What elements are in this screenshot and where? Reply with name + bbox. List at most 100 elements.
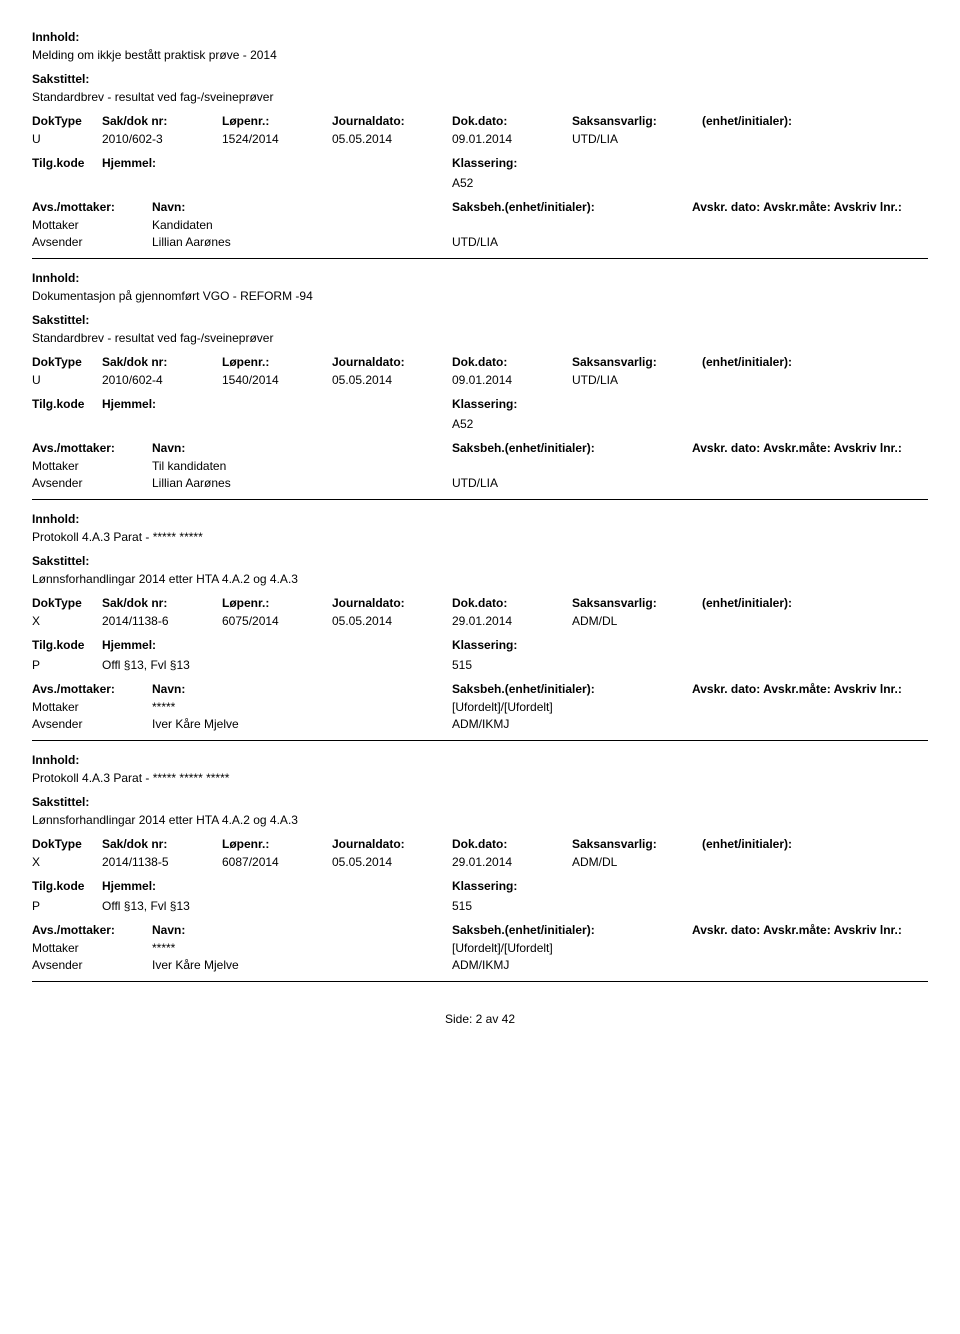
party-header-row: Avs./mottaker: Navn: Saksbeh.(enhet/init… <box>32 200 928 214</box>
enhet-value <box>702 373 928 387</box>
lopenr-value: 6087/2014 <box>222 855 332 869</box>
saksbeh-header: Saksbeh.(enhet/initialer): <box>452 441 692 455</box>
saksansvarlig-value: ADM/DL <box>572 614 702 628</box>
innhold-value: Melding om ikkje bestått praktisk prøve … <box>32 48 928 62</box>
journaldato-value: 05.05.2014 <box>332 132 452 146</box>
innhold-value: Dokumentasjon på gjennomført VGO - REFOR… <box>32 289 928 303</box>
mottaker-name: ***** <box>152 700 452 714</box>
hjemmel-header: Hjemmel: <box>102 156 452 170</box>
avskr-header: Avskr. dato: Avskr.måte: Avskriv lnr.: <box>692 200 928 214</box>
enhet-value <box>702 614 928 628</box>
mottaker-role: Mottaker <box>32 459 152 473</box>
dokdato-header: Dok.dato: <box>452 355 572 369</box>
innhold-value: Protokoll 4.A.3 Parat - ***** ***** ****… <box>32 771 928 785</box>
avsender-saksb: UTD/LIA <box>452 476 692 490</box>
avsender-saksb: ADM/IKMJ <box>452 958 692 972</box>
sakdok-header: Sak/dok nr: <box>102 596 222 610</box>
klassering-value: 515 <box>452 658 928 672</box>
sakdok-header: Sak/dok nr: <box>102 837 222 851</box>
mottaker-row: Mottaker Kandidaten <box>32 218 928 232</box>
journal-entry: Innhold: Protokoll 4.A.3 Parat - ***** *… <box>32 500 928 741</box>
doktype-value: X <box>32 614 102 628</box>
mottaker-role: Mottaker <box>32 941 152 955</box>
tilg-value-row: A52 <box>32 417 928 431</box>
journal-entry: Innhold: Melding om ikkje bestått prakti… <box>32 18 928 259</box>
avsender-role: Avsender <box>32 476 152 490</box>
journaldato-value: 05.05.2014 <box>332 614 452 628</box>
avsender-role: Avsender <box>32 235 152 249</box>
tilgkode-header: Tilg.kode <box>32 879 102 893</box>
sakdok-value: 2010/602-4 <box>102 373 222 387</box>
mottaker-saksb <box>452 218 692 232</box>
avsender-saksb: UTD/LIA <box>452 235 692 249</box>
navn-header: Navn: <box>152 200 452 214</box>
avsender-role: Avsender <box>32 717 152 731</box>
tilg-header-row: Tilg.kode Hjemmel: Klassering: <box>32 879 928 893</box>
journaldato-value: 05.05.2014 <box>332 373 452 387</box>
doktype-value: X <box>32 855 102 869</box>
enhet-header: (enhet/initialer): <box>702 114 928 128</box>
mottaker-row: Mottaker Til kandidaten <box>32 459 928 473</box>
mottaker-name: ***** <box>152 941 452 955</box>
avsender-row: Avsender Iver Kåre Mjelve ADM/IKMJ <box>32 958 928 972</box>
hjemmel-value: Offl §13, Fvl §13 <box>102 658 452 672</box>
mottaker-saksb: [Ufordelt]/[Ufordelt] <box>452 700 692 714</box>
lopenr-value: 1540/2014 <box>222 373 332 387</box>
hjemmel-value: Offl §13, Fvl §13 <box>102 899 452 913</box>
sakstittel-label: Sakstittel: <box>32 554 928 568</box>
klassering-header: Klassering: <box>452 879 928 893</box>
avsender-name: Lillian Aarønes <box>152 235 452 249</box>
saksansvarlig-header: Saksansvarlig: <box>572 596 702 610</box>
hjemmel-header: Hjemmel: <box>102 638 452 652</box>
avsmottaker-header: Avs./mottaker: <box>32 923 152 937</box>
tilg-header-row: Tilg.kode Hjemmel: Klassering: <box>32 397 928 411</box>
doc-value-row: X 2014/1138-5 6087/2014 05.05.2014 29.01… <box>32 855 928 869</box>
mottaker-name: Kandidaten <box>152 218 452 232</box>
sakdok-value: 2014/1138-6 <box>102 614 222 628</box>
doc-header-row: DokType Sak/dok nr: Løpenr.: Journaldato… <box>32 355 928 369</box>
lopenr-header: Løpenr.: <box>222 837 332 851</box>
hjemmel-value <box>102 417 452 431</box>
avsmottaker-header: Avs./mottaker: <box>32 682 152 696</box>
mottaker-row: Mottaker ***** [Ufordelt]/[Ufordelt] <box>32 700 928 714</box>
avsender-name: Lillian Aarønes <box>152 476 452 490</box>
innhold-label: Innhold: <box>32 30 928 44</box>
saksbeh-header: Saksbeh.(enhet/initialer): <box>452 200 692 214</box>
sakstittel-value: Lønnsforhandlingar 2014 etter HTA 4.A.2 … <box>32 572 928 586</box>
dokdato-header: Dok.dato: <box>452 114 572 128</box>
saksbeh-header: Saksbeh.(enhet/initialer): <box>452 682 692 696</box>
saksansvarlig-header: Saksansvarlig: <box>572 355 702 369</box>
klassering-header: Klassering: <box>452 638 928 652</box>
doc-value-row: X 2014/1138-6 6075/2014 05.05.2014 29.01… <box>32 614 928 628</box>
hjemmel-value <box>102 176 452 190</box>
hjemmel-header: Hjemmel: <box>102 879 452 893</box>
tilgkode-header: Tilg.kode <box>32 638 102 652</box>
avsender-row: Avsender Iver Kåre Mjelve ADM/IKMJ <box>32 717 928 731</box>
journaldato-header: Journaldato: <box>332 837 452 851</box>
lopenr-value: 1524/2014 <box>222 132 332 146</box>
avsender-name: Iver Kåre Mjelve <box>152 958 452 972</box>
dokdato-header: Dok.dato: <box>452 837 572 851</box>
saksansvarlig-header: Saksansvarlig: <box>572 114 702 128</box>
doktype-header: DokType <box>32 837 102 851</box>
journal-entry: Innhold: Protokoll 4.A.3 Parat - ***** *… <box>32 741 928 982</box>
mottaker-row: Mottaker ***** [Ufordelt]/[Ufordelt] <box>32 941 928 955</box>
journaldato-header: Journaldato: <box>332 355 452 369</box>
navn-header: Navn: <box>152 923 452 937</box>
avsender-saksb: ADM/IKMJ <box>452 717 692 731</box>
doktype-value: U <box>32 373 102 387</box>
innhold-label: Innhold: <box>32 753 928 767</box>
mottaker-saksb <box>452 459 692 473</box>
sakdok-header: Sak/dok nr: <box>102 114 222 128</box>
klassering-header: Klassering: <box>452 397 928 411</box>
klassering-header: Klassering: <box>452 156 928 170</box>
doktype-header: DokType <box>32 596 102 610</box>
enhet-value <box>702 132 928 146</box>
avsmottaker-header: Avs./mottaker: <box>32 200 152 214</box>
avskr-header: Avskr. dato: Avskr.måte: Avskriv lnr.: <box>692 923 928 937</box>
tilgkode-header: Tilg.kode <box>32 397 102 411</box>
tilgkode-header: Tilg.kode <box>32 156 102 170</box>
tilg-value-row: A52 <box>32 176 928 190</box>
avskr-header: Avskr. dato: Avskr.måte: Avskriv lnr.: <box>692 682 928 696</box>
saksansvarlig-value: UTD/LIA <box>572 373 702 387</box>
